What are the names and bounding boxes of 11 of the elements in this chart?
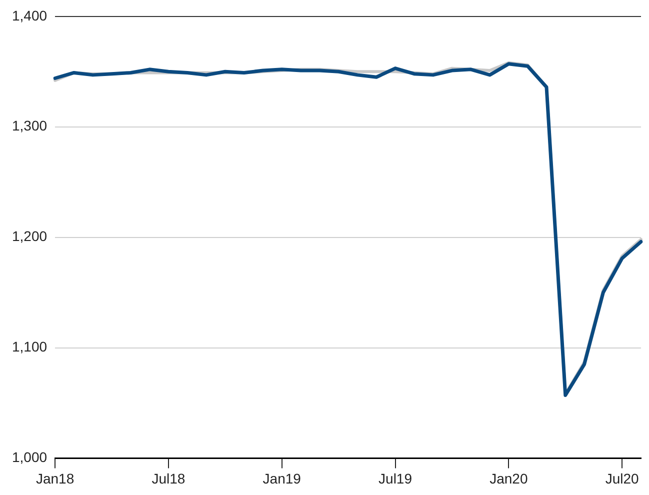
y-tick-label: 1,100 xyxy=(12,338,48,355)
y-tick-label: 1,200 xyxy=(12,228,48,244)
y-tick-label: 1,400 xyxy=(12,7,48,24)
x-tick-label: Jan18 xyxy=(36,470,74,486)
x-tick-label: Jan20 xyxy=(490,470,528,486)
y-tick-label: 1,000 xyxy=(12,449,48,466)
x-tick-label: Jul18 xyxy=(152,470,186,486)
y-tick-label: 1,300 xyxy=(12,118,48,134)
x-tick-label: Jul20 xyxy=(605,470,640,486)
x-tick-label: Jan19 xyxy=(262,470,302,486)
x-tick-label: Jul19 xyxy=(378,470,412,486)
